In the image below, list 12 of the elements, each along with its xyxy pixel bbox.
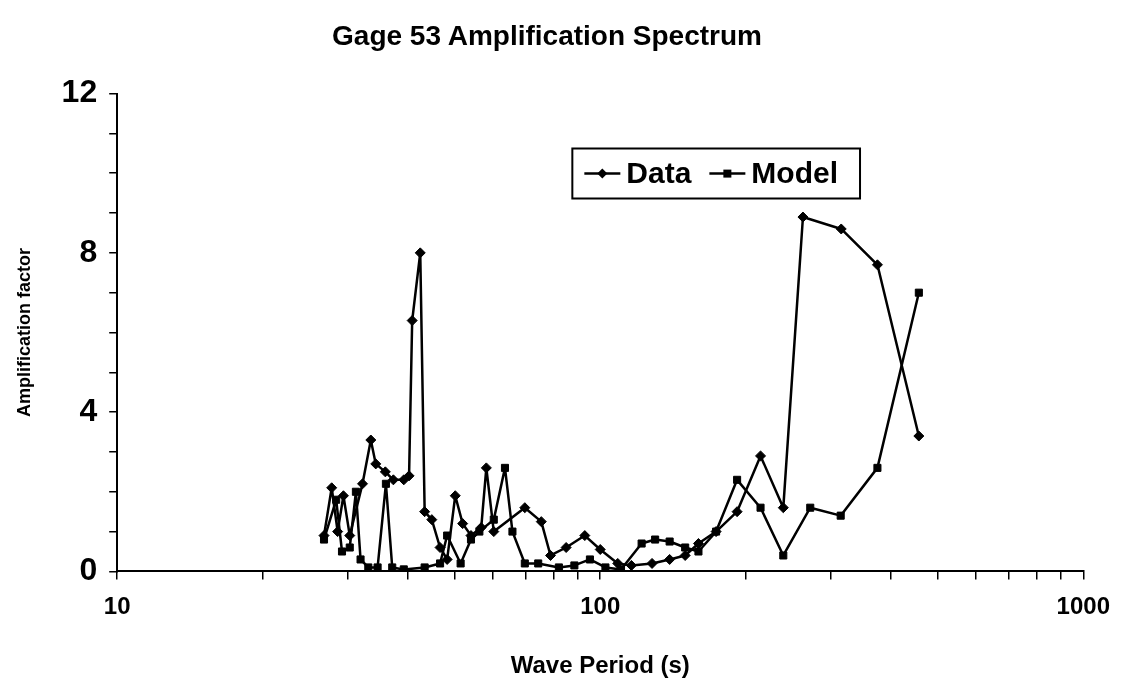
x-tick-label: 1000	[1056, 592, 1110, 620]
y-tick-label: 8	[79, 232, 98, 269]
x-tick-label: 100	[580, 592, 621, 620]
y-axis-title: Amplification factor	[13, 247, 34, 418]
x-tick-label: 10	[103, 592, 131, 620]
y-tick-label: 12	[61, 73, 98, 110]
chart-title: Gage 53 Amplification Spectrum	[332, 19, 762, 51]
y-tick-label: 0	[79, 551, 98, 588]
legend-label: Data	[626, 155, 692, 189]
legend-label: Model	[751, 155, 839, 189]
x-axis-title: Wave Period (s)	[510, 651, 690, 679]
y-tick-label: 4	[79, 391, 98, 428]
